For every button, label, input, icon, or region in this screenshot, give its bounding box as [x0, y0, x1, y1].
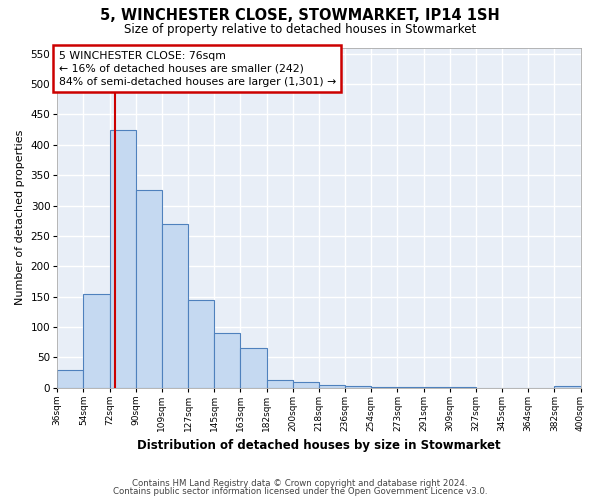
- Bar: [188, 300, 214, 388]
- Text: Size of property relative to detached houses in Stowmarket: Size of property relative to detached ho…: [124, 22, 476, 36]
- Bar: [397, 387, 424, 388]
- Bar: [371, 386, 397, 388]
- Bar: [345, 386, 371, 388]
- Bar: [424, 387, 449, 388]
- Text: 5, WINCHESTER CLOSE, STOWMARKET, IP14 1SH: 5, WINCHESTER CLOSE, STOWMARKET, IP14 1S…: [100, 8, 500, 22]
- X-axis label: Distribution of detached houses by size in Stowmarket: Distribution of detached houses by size …: [137, 440, 500, 452]
- Bar: [162, 224, 188, 388]
- Text: Contains public sector information licensed under the Open Government Licence v3: Contains public sector information licen…: [113, 487, 487, 496]
- Y-axis label: Number of detached properties: Number of detached properties: [15, 130, 25, 306]
- Bar: [214, 333, 241, 388]
- Bar: [319, 385, 345, 388]
- Text: Contains HM Land Registry data © Crown copyright and database right 2024.: Contains HM Land Registry data © Crown c…: [132, 478, 468, 488]
- Bar: [293, 382, 319, 388]
- Bar: [57, 370, 83, 388]
- Bar: [554, 386, 581, 388]
- Bar: [110, 130, 136, 388]
- Bar: [136, 190, 162, 388]
- Bar: [83, 294, 110, 388]
- Bar: [266, 380, 293, 388]
- Bar: [449, 387, 476, 388]
- Bar: [241, 348, 266, 388]
- Text: 5 WINCHESTER CLOSE: 76sqm
← 16% of detached houses are smaller (242)
84% of semi: 5 WINCHESTER CLOSE: 76sqm ← 16% of detac…: [59, 50, 336, 87]
